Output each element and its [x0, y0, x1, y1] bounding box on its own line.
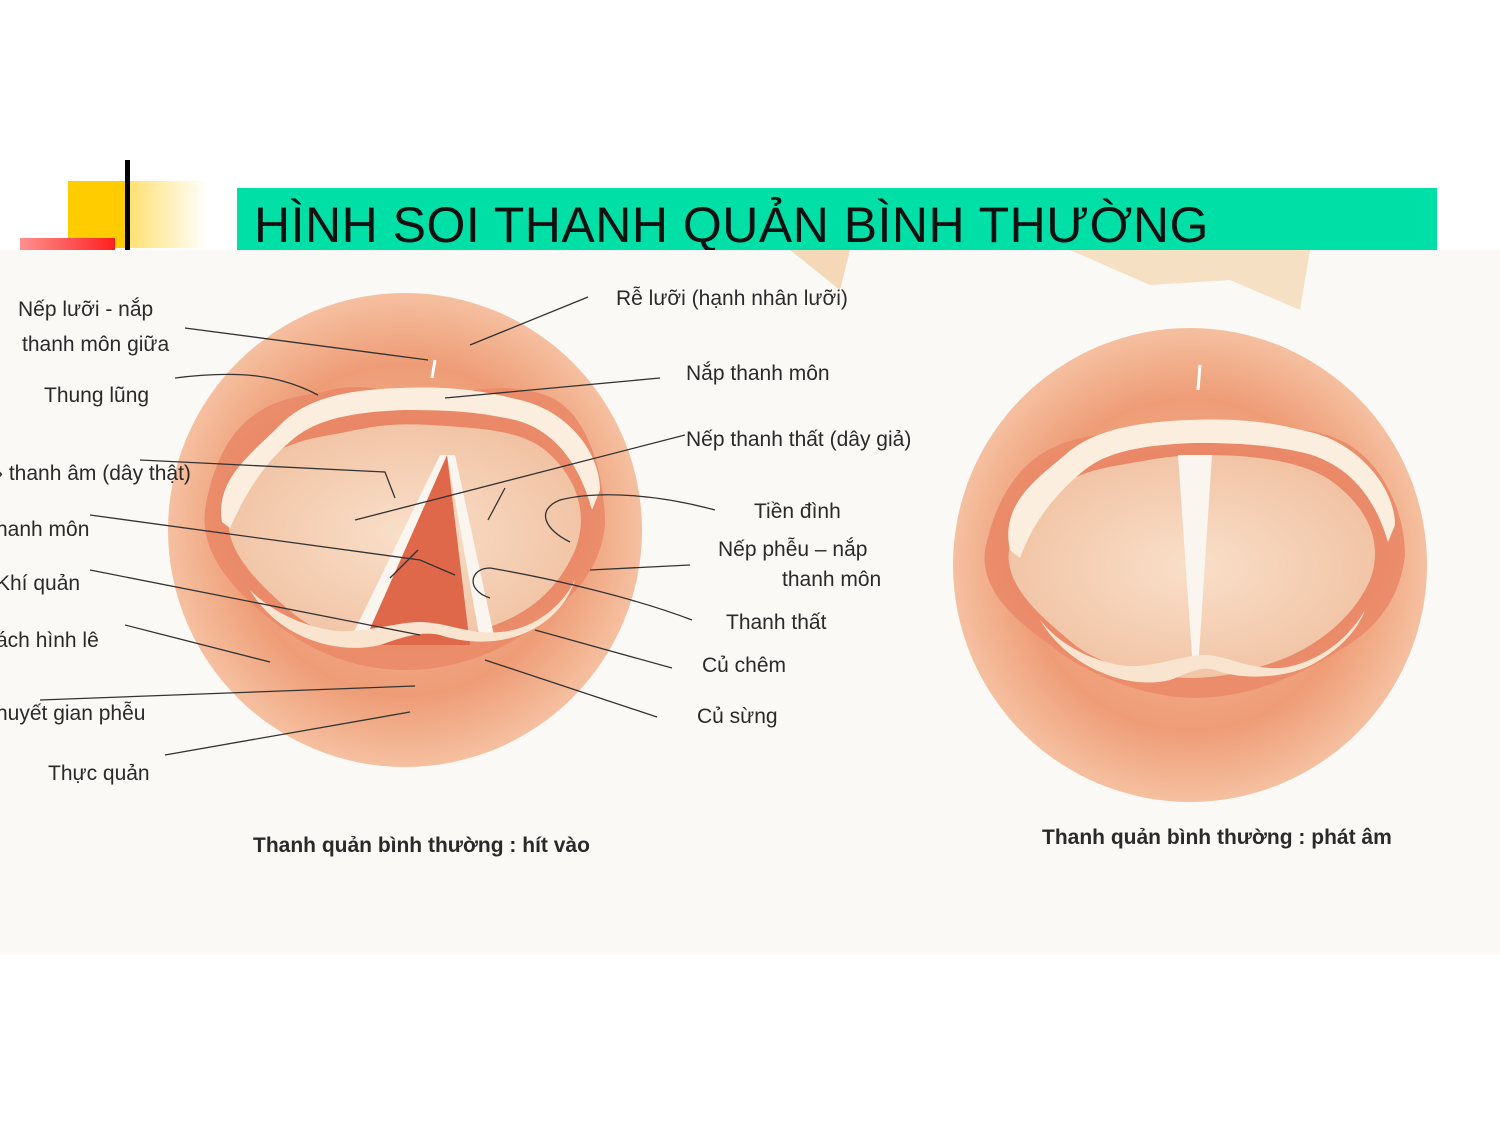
- label-nep-pheu-2: thanh môn: [782, 568, 881, 591]
- caption-phonation: Thanh quản bình thường : phát âm: [1042, 826, 1392, 849]
- larynx-illustration: Nếp lưỡi - nắp thanh môn giữa Thung lũng…: [0, 250, 1427, 857]
- larynx-inhale-aryepiglottic-fold: [250, 580, 575, 648]
- larynx-inhale: [168, 293, 642, 767]
- larynx-phonation-epiglottis: [1008, 419, 1395, 558]
- caption-inhale: Thanh quản bình thường : hít vào: [253, 834, 590, 857]
- label-nep-luoi-1: Nếp lưỡi - nắp: [18, 298, 153, 321]
- larynx-phonation-median-fold: [1196, 364, 1202, 391]
- label-cu-sung: Củ sừng: [697, 705, 778, 728]
- label-thuc-quan: Thực quản: [48, 762, 150, 785]
- larynx-phonation-aryepiglottic-fold: [1040, 610, 1365, 683]
- label-nap-thanh-mon: Nắp thanh môn: [686, 362, 830, 385]
- label-thanh-that: Thanh thất: [726, 611, 827, 634]
- label-re-luoi: Rễ lưỡi (hạnh nhân lưỡi): [616, 287, 848, 310]
- label-khi-quan: Khí quản: [0, 572, 80, 595]
- decor-yellow-gradient: [128, 181, 208, 248]
- decor-black-bar: [125, 160, 130, 250]
- tongue-tip-left: [790, 250, 850, 290]
- larynx-inhale-epiglottis: [221, 387, 600, 528]
- decor-red-bar: [20, 238, 115, 250]
- label-cu-chem: Củ chêm: [702, 654, 786, 677]
- decor-yellow-square: [68, 181, 128, 248]
- larynx-figure: Nếp lưỡi - nắp thanh môn giữa Thung lũng…: [0, 250, 1500, 955]
- larynx-phonation-glottis: [1178, 455, 1212, 670]
- label-nep-thanh-that: Nếp thanh thất (dây giả): [686, 428, 911, 451]
- label-tien-dinh: Tiền đình: [754, 500, 841, 523]
- label-nep-pheu-1: Nếp phễu – nắp: [718, 538, 867, 561]
- label-thung-lung: Thung lũng: [44, 384, 149, 407]
- tongue-tip-right: [1070, 250, 1310, 310]
- label-ngach-hinh-le: ách hình lê: [0, 629, 99, 652]
- larynx-inhale-vocal-cord-right: [447, 455, 495, 640]
- slide-title: HÌNH SOI THANH QUẢN BÌNH THƯỜNG: [254, 197, 1209, 250]
- larynx-inhale-median-fold: [430, 359, 437, 379]
- label-day-thanh-am: › thanh âm (dây thật): [0, 462, 191, 485]
- label-thanh-mon: hanh môn: [0, 518, 89, 541]
- label-nep-luoi-2: thanh môn giữa: [22, 333, 169, 356]
- larynx-inhale-glottis: [360, 455, 470, 645]
- larynx-phonation: [953, 328, 1427, 802]
- title-band: HÌNH SOI THANH QUẢN BÌNH THƯỜNG: [237, 188, 1437, 250]
- label-ngach-gian-pheu: huyết gian phễu: [0, 702, 145, 725]
- leader-lines: [39, 296, 716, 756]
- larynx-inhale-vocal-cord-left: [350, 455, 447, 640]
